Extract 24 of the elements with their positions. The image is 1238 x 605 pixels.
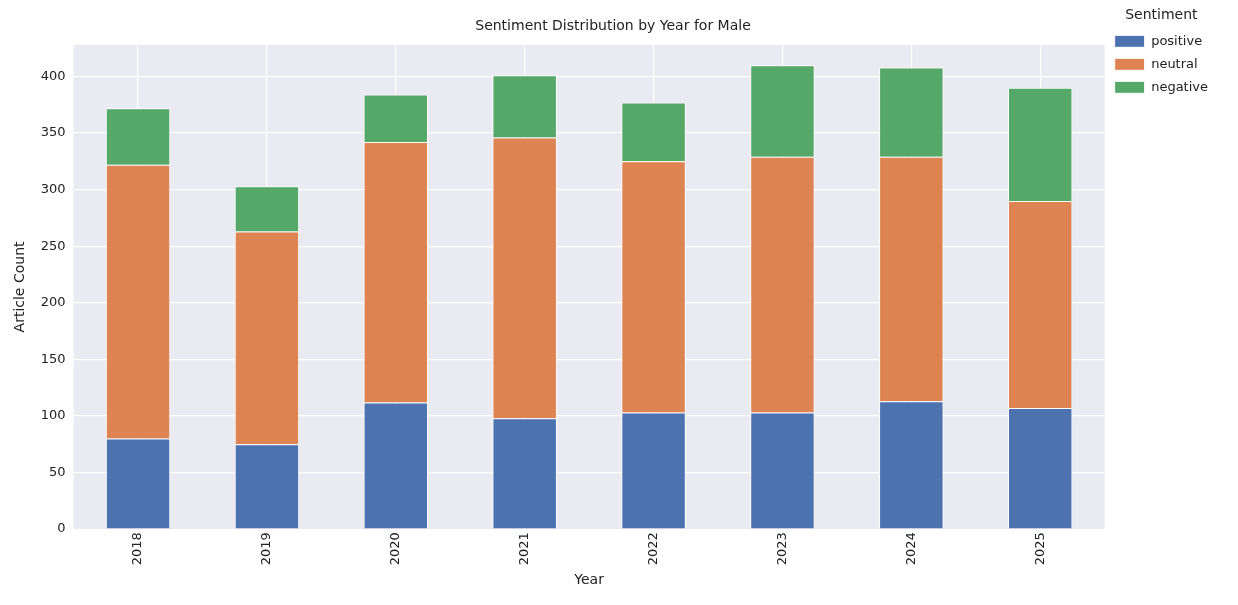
legend-label: negative [1151, 78, 1208, 94]
x-tick-label: 2021 [516, 532, 532, 566]
y-tick-label: 0 [57, 520, 66, 536]
x-tick-label: 2020 [387, 532, 403, 566]
y-tick-label: 200 [40, 294, 66, 310]
y-tick-label: 100 [40, 407, 66, 423]
x-tick-label: 2025 [1031, 532, 1047, 566]
y-tick-label: 50 [49, 463, 66, 479]
legend-label: positive [1151, 32, 1203, 48]
x-tick-label: 2023 [773, 532, 789, 566]
x-tick-label: 2022 [644, 532, 660, 566]
y-tick-label: 400 [40, 67, 66, 83]
x-tick-label: 2018 [129, 532, 145, 566]
y-tick-label: 300 [40, 181, 66, 197]
x-tick-label: 2019 [258, 532, 274, 566]
legend-label: neutral [1151, 55, 1198, 71]
x-axis-title: Year [573, 571, 605, 588]
legend-title: Sentiment [1125, 5, 1199, 22]
chart-title: Sentiment Distribution by Year for Male [475, 17, 751, 34]
y-tick-label: 250 [40, 237, 66, 253]
y-tick-label: 350 [40, 124, 66, 140]
y-axis-title: Article Count [11, 240, 28, 333]
x-tick-label: 2024 [902, 532, 918, 566]
y-tick-label: 150 [40, 350, 66, 366]
